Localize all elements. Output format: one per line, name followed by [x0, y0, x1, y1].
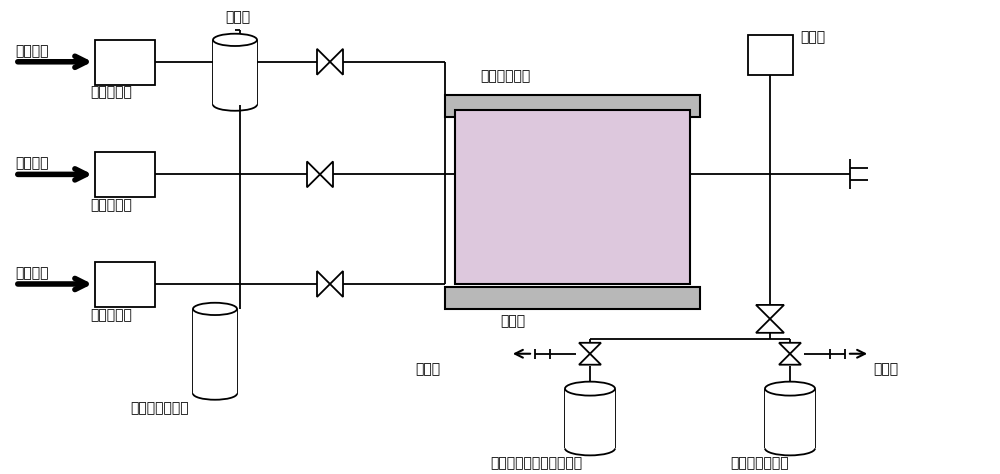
- Polygon shape: [579, 354, 601, 365]
- Text: 真空泵: 真空泵: [873, 362, 898, 376]
- Polygon shape: [330, 49, 343, 75]
- Polygon shape: [330, 271, 343, 297]
- Text: 真空泵: 真空泵: [415, 362, 440, 376]
- Bar: [193, 309, 237, 393]
- Bar: [95, 153, 155, 197]
- Text: 固定床反应器: 固定床反应器: [480, 69, 530, 82]
- Bar: [565, 389, 615, 448]
- Polygon shape: [579, 343, 601, 354]
- Text: 还原剂: 还原剂: [225, 10, 250, 24]
- Ellipse shape: [765, 382, 815, 396]
- Bar: [445, 287, 700, 309]
- Text: 质量流量计: 质量流量计: [90, 86, 132, 100]
- Polygon shape: [317, 271, 330, 297]
- Text: 惰性载气: 惰性载气: [15, 44, 48, 58]
- Polygon shape: [779, 343, 801, 354]
- Bar: [455, 109, 690, 284]
- Polygon shape: [756, 319, 784, 333]
- Polygon shape: [779, 354, 801, 365]
- Polygon shape: [756, 305, 784, 319]
- Text: 质量流量计: 质量流量计: [90, 308, 132, 322]
- Bar: [95, 262, 155, 307]
- Text: 质量流量计: 质量流量计: [90, 198, 132, 212]
- Text: 惰性载气: 惰性载气: [15, 156, 48, 171]
- Bar: [95, 40, 155, 85]
- Text: 金属有机化合物: 金属有机化合物: [130, 401, 189, 416]
- Text: 压力表: 压力表: [800, 30, 825, 44]
- Polygon shape: [307, 162, 320, 187]
- Text: 加热炉: 加热炉: [500, 314, 525, 328]
- Bar: [765, 389, 815, 448]
- Bar: [213, 40, 257, 105]
- Ellipse shape: [565, 382, 615, 396]
- Bar: [445, 95, 700, 117]
- Ellipse shape: [213, 34, 257, 46]
- Polygon shape: [317, 49, 330, 75]
- Bar: [748, 35, 793, 75]
- Text: 回收还原剂冷阱: 回收还原剂冷阱: [730, 456, 789, 470]
- Text: 回收金属有机化合物冷阱: 回收金属有机化合物冷阱: [490, 456, 582, 470]
- Polygon shape: [320, 162, 333, 187]
- Text: 惰性载气: 惰性载气: [15, 266, 48, 280]
- Ellipse shape: [193, 303, 237, 315]
